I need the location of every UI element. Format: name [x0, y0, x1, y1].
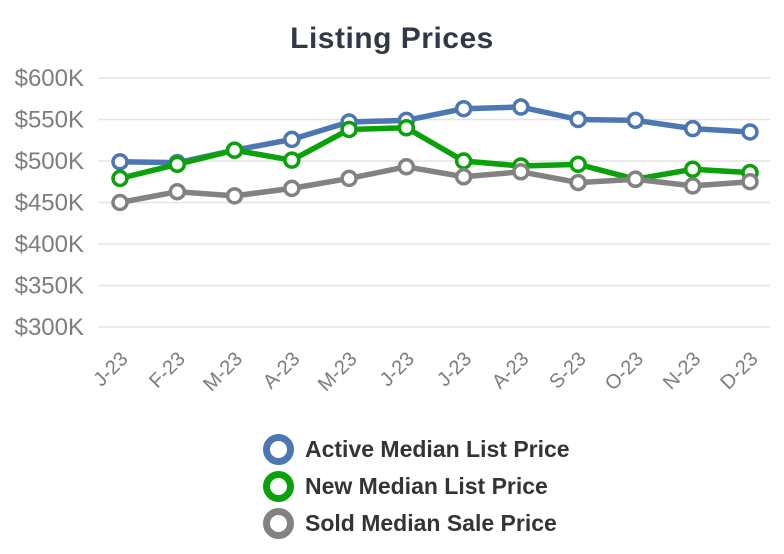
data-point-marker[interactable]	[283, 130, 301, 149]
x-axis-tick-label: M-23	[314, 348, 362, 396]
legend-label: Sold Median Sale Price	[305, 510, 557, 536]
x-axis-tick-label: F-23	[145, 348, 190, 393]
data-point-marker[interactable]	[340, 120, 358, 139]
data-point-marker[interactable]	[569, 110, 587, 129]
chart-legend: Active Median List Price New Median List …	[263, 434, 570, 539]
data-point-marker[interactable]	[168, 155, 187, 174]
data-point-marker[interactable]	[683, 119, 702, 138]
y-axis-tick-label: $350K	[15, 273, 84, 300]
data-point-marker[interactable]	[512, 163, 530, 181]
data-point-marker[interactable]	[512, 98, 530, 116]
data-point-marker[interactable]	[111, 153, 129, 171]
data-point-marker[interactable]	[225, 141, 244, 159]
y-axis-tick-label: $400K	[15, 231, 84, 258]
x-axis-tick-label: N-23	[659, 348, 705, 394]
data-point-marker[interactable]	[626, 170, 645, 189]
x-axis-tick-label: D-23	[716, 348, 762, 394]
data-point-marker[interactable]	[741, 123, 759, 141]
y-axis-tick-label: $600K	[15, 65, 84, 92]
y-axis-tick-label: $500K	[15, 148, 84, 175]
data-point-marker[interactable]	[569, 173, 587, 192]
legend-label: Active Median List Price	[305, 436, 570, 462]
x-axis-tick-label: S-23	[545, 348, 590, 393]
data-point-marker[interactable]	[683, 177, 702, 195]
y-axis-tick-label: $450K	[15, 190, 84, 217]
y-axis-tick-label: $550K	[15, 107, 84, 134]
data-point-marker[interactable]	[283, 179, 301, 198]
data-point-marker[interactable]	[626, 111, 645, 130]
data-point-marker[interactable]	[454, 99, 473, 118]
data-point-marker[interactable]	[225, 187, 244, 205]
data-point-marker[interactable]	[569, 155, 587, 174]
legend-label: New Median List Price	[305, 473, 548, 499]
x-axis-tick-label: M-23	[199, 348, 247, 396]
data-point-marker[interactable]	[397, 119, 416, 137]
y-axis-tick-label: $300K	[15, 314, 84, 341]
legend-series-ring-icon	[263, 471, 294, 502]
data-point-marker[interactable]	[340, 169, 358, 188]
data-point-marker[interactable]	[741, 173, 759, 191]
x-axis-tick-label: A-23	[259, 348, 304, 393]
data-point-marker[interactable]	[168, 182, 187, 201]
series-line	[117, 164, 753, 206]
data-point-marker[interactable]	[454, 152, 473, 170]
data-point-marker[interactable]	[397, 158, 416, 176]
x-axis-tick-label: J-23	[376, 348, 419, 391]
x-axis-tick-label: A-23	[488, 348, 533, 393]
data-point-marker[interactable]	[111, 169, 129, 188]
chart-title: Listing Prices	[290, 22, 494, 55]
data-point-marker[interactable]	[283, 151, 301, 169]
data-point-marker[interactable]	[683, 160, 702, 179]
legend-item[interactable]: Active Median List Price	[263, 434, 570, 465]
legend-series-ring-icon	[263, 434, 294, 465]
data-point-marker[interactable]	[454, 168, 473, 186]
legend-series-ring-icon	[263, 508, 294, 539]
x-axis-tick-label: O-23	[601, 348, 648, 395]
x-axis-tick-label: J-23	[433, 348, 476, 391]
legend-item[interactable]: Sold Median Sale Price	[263, 508, 570, 539]
x-axis-tick-label: J-23	[89, 348, 132, 391]
data-point-marker[interactable]	[111, 193, 129, 212]
legend-item[interactable]: New Median List Price	[263, 471, 570, 502]
